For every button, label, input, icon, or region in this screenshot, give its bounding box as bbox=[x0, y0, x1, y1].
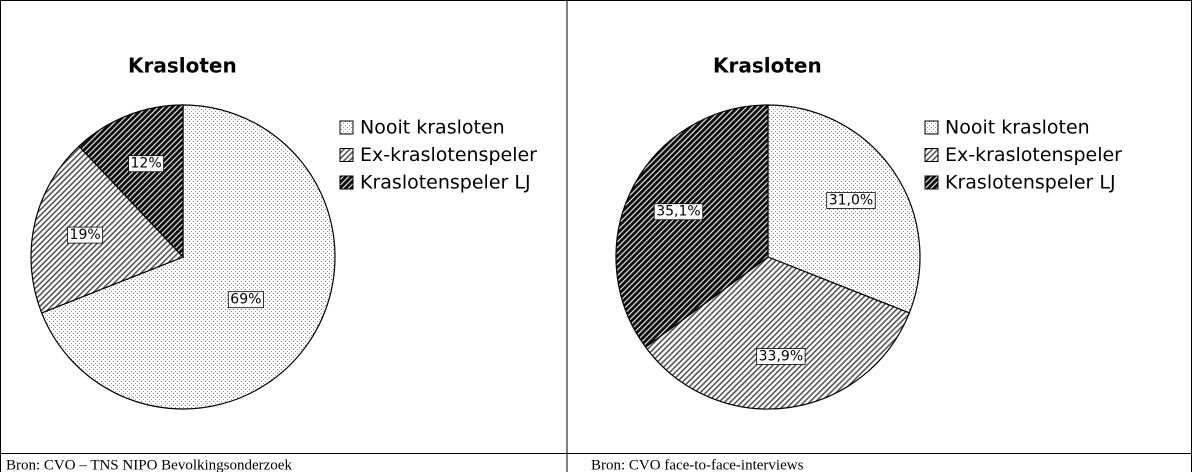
pie-slice bbox=[644, 256, 911, 410]
legend-label: Kraslotenspeler LJ bbox=[360, 172, 531, 194]
legend-swatch bbox=[339, 120, 354, 135]
chart-title: Krasloten bbox=[713, 54, 822, 78]
pie-slice bbox=[78, 104, 184, 259]
value-label-box bbox=[227, 291, 264, 309]
pie-slice bbox=[615, 104, 769, 348]
value-label: 19% bbox=[70, 227, 101, 243]
legend-swatch bbox=[339, 148, 354, 162]
pie-slice bbox=[30, 145, 185, 314]
value-label-box bbox=[826, 192, 876, 210]
legend-label: Nooit krasloten bbox=[945, 117, 1090, 139]
value-label: 33,9% bbox=[759, 348, 803, 364]
source: Bron: CVO – TNS NIPO Bevolkingsonderzoek bbox=[6, 457, 292, 472]
legend-label: Ex-kraslotenspeler bbox=[360, 144, 537, 166]
value-label: 69% bbox=[230, 292, 261, 308]
value-label-box bbox=[756, 348, 806, 365]
value-label: 31,0% bbox=[829, 193, 873, 209]
legend-label: Nooit krasloten bbox=[360, 117, 505, 139]
legend-swatch bbox=[924, 120, 939, 135]
source: Bron: CVO face-to-face-interviews bbox=[591, 457, 804, 472]
value-label-box bbox=[128, 155, 165, 173]
legend-label: Kraslotenspeler LJ bbox=[945, 172, 1116, 194]
value-label-box bbox=[653, 203, 704, 221]
legend-swatch bbox=[924, 175, 939, 190]
value-label: 12% bbox=[131, 156, 162, 172]
value-label: 35,1% bbox=[656, 204, 700, 220]
legend-label: Ex-kraslotenspeler bbox=[945, 144, 1122, 166]
chart-title: Krasloten bbox=[128, 54, 237, 78]
legend-swatch bbox=[924, 148, 939, 162]
pie-slice bbox=[40, 104, 336, 410]
legend-swatch bbox=[339, 175, 354, 190]
value-label-box bbox=[67, 226, 104, 244]
